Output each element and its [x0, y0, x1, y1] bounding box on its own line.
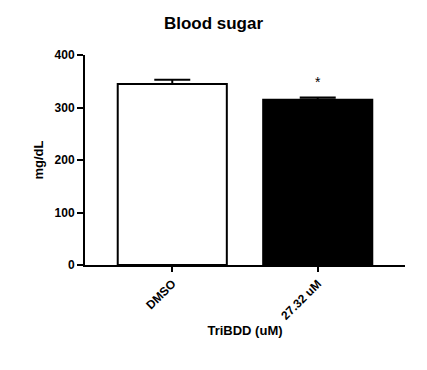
svg-text:DMSO: DMSO: [143, 277, 178, 312]
svg-text:0: 0: [68, 258, 75, 272]
svg-text:Blood sugar: Blood sugar: [164, 14, 264, 33]
svg-text:400: 400: [55, 48, 75, 62]
svg-text:200: 200: [55, 153, 75, 167]
svg-text:300: 300: [55, 101, 75, 115]
svg-text:27.32 uM: 27.32 uM: [278, 277, 324, 323]
svg-text:*: *: [315, 74, 321, 90]
svg-text:100: 100: [55, 206, 75, 220]
svg-text:TriBDD (uM): TriBDD (uM): [207, 323, 282, 338]
svg-text:mg/dL: mg/dL: [31, 140, 46, 179]
